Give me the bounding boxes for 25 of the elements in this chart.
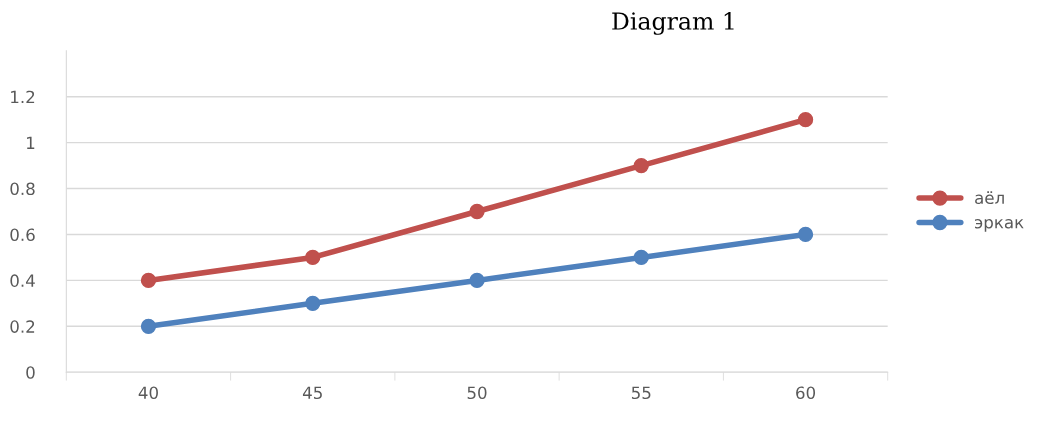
point	[140, 318, 157, 334]
point	[469, 203, 485, 220]
y-tick-label: 0.8	[10, 182, 35, 196]
x-tick-label: 45	[302, 386, 322, 400]
x-tick-label: 50	[467, 386, 487, 400]
point	[305, 249, 321, 266]
y-tick-label: 1.2	[11, 90, 35, 104]
chart-title: Diagram 1	[612, 12, 734, 35]
y-tick-label: 1	[27, 136, 35, 149]
x-tick-label: 60	[796, 386, 816, 400]
y-tick-label: 0.2	[10, 320, 35, 333]
legend-label: аёл	[975, 191, 1004, 205]
y-tick-label: 0	[26, 366, 35, 379]
point	[633, 157, 649, 174]
y-tick-label: 0.4	[10, 274, 35, 287]
x-tick-label: 55	[631, 386, 651, 400]
point	[797, 112, 814, 128]
point	[633, 249, 649, 266]
point	[305, 295, 321, 311]
point	[469, 272, 485, 289]
point	[797, 226, 814, 243]
x-tick-label: 40	[138, 386, 158, 400]
legend-label: эркак	[975, 219, 1024, 232]
y-tick-label: 0.6	[10, 228, 35, 242]
point	[140, 272, 157, 289]
